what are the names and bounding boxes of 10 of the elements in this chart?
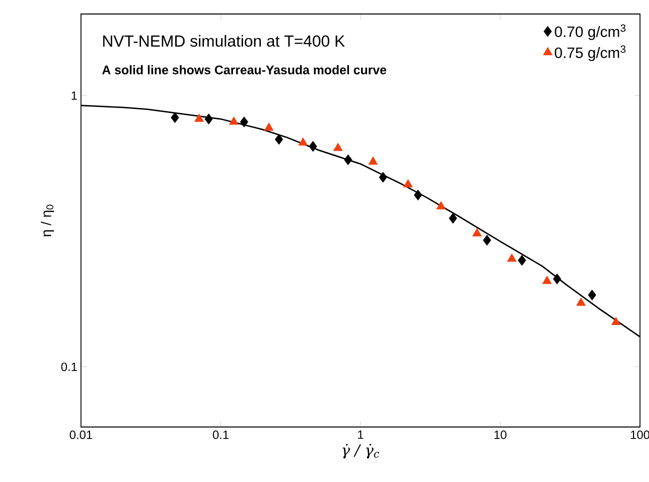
legend-label: 0.70 g/cm$^{3}$ [554, 24, 626, 40]
annotation: NVT-NEMD simulation at T=400 K [103, 34, 345, 47]
x-axis-title: γ̇ / γ̇$_{c}$ [342, 444, 380, 458]
x-tick-label: 0.1 [212, 430, 229, 440]
x-tick-label: 10 [494, 430, 506, 440]
annotation: A solid line shows Carreau-Yasuda model curve [102, 65, 386, 74]
x-tick-label: 0.01 [70, 430, 92, 440]
y-axis-title: η / η$_{0}$ [40, 204, 54, 236]
legend-label: 0.75 g/cm$^{3}$ [554, 45, 626, 62]
x-tick-label: 1 [358, 430, 364, 439]
